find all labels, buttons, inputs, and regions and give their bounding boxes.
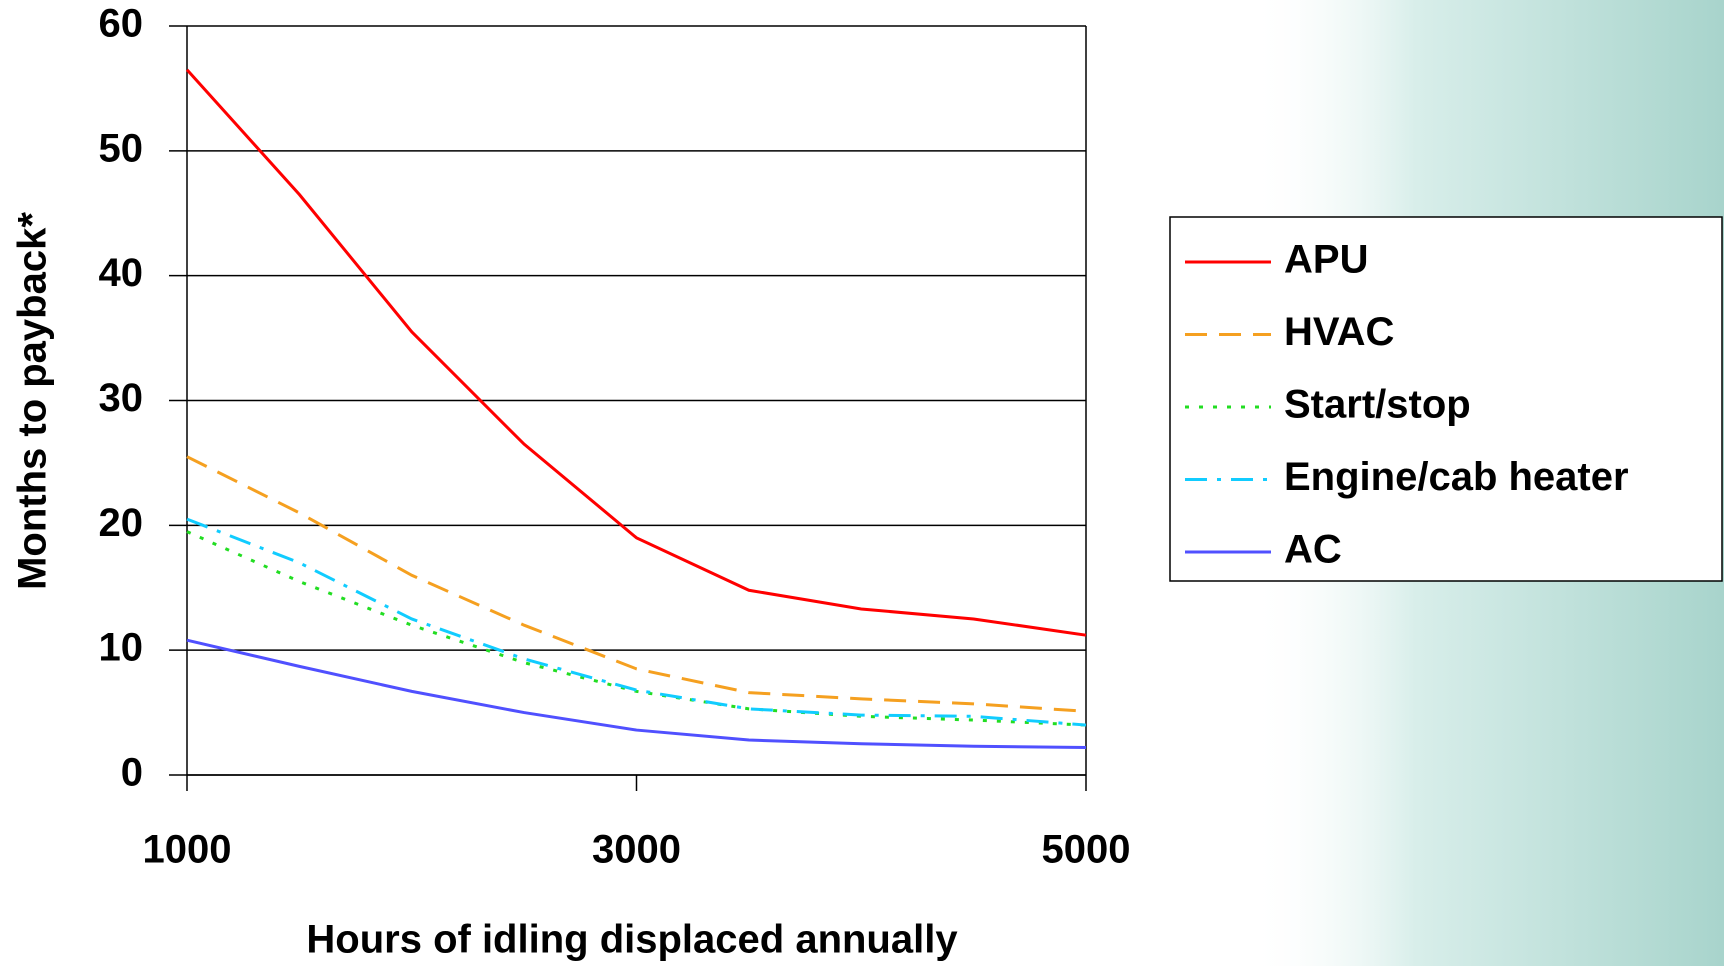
x-axis-title: Hours of idling displaced annually	[306, 918, 958, 962]
legend-box	[1169, 216, 1723, 582]
y-tick-label: 40	[99, 251, 144, 295]
y-tick-label: 20	[99, 501, 144, 545]
legend-label: AC	[1284, 528, 1342, 572]
legend-label: Engine/cab heater	[1284, 455, 1629, 499]
y-tick-label: 10	[99, 626, 144, 670]
series-line	[186, 455, 1087, 713]
series-line	[185, 68, 1087, 637]
y-tick-label: 50	[99, 126, 144, 170]
legend-label: HVAC	[1284, 310, 1394, 354]
y-tick-label: 0	[121, 751, 143, 795]
y-axis-title: Months to payback*	[11, 212, 55, 590]
x-tick-label: 5000	[1042, 828, 1131, 872]
series-line	[186, 517, 1087, 727]
x-tick-label: 1000	[143, 828, 232, 872]
y-tick-label: 30	[99, 376, 144, 420]
series-line	[186, 638, 1087, 750]
series-line	[186, 530, 1087, 727]
legend-label: Start/stop	[1284, 383, 1471, 427]
legend-label: APU	[1284, 238, 1368, 282]
x-tick-label: 3000	[592, 828, 681, 872]
y-tick-label: 60	[99, 2, 144, 46]
